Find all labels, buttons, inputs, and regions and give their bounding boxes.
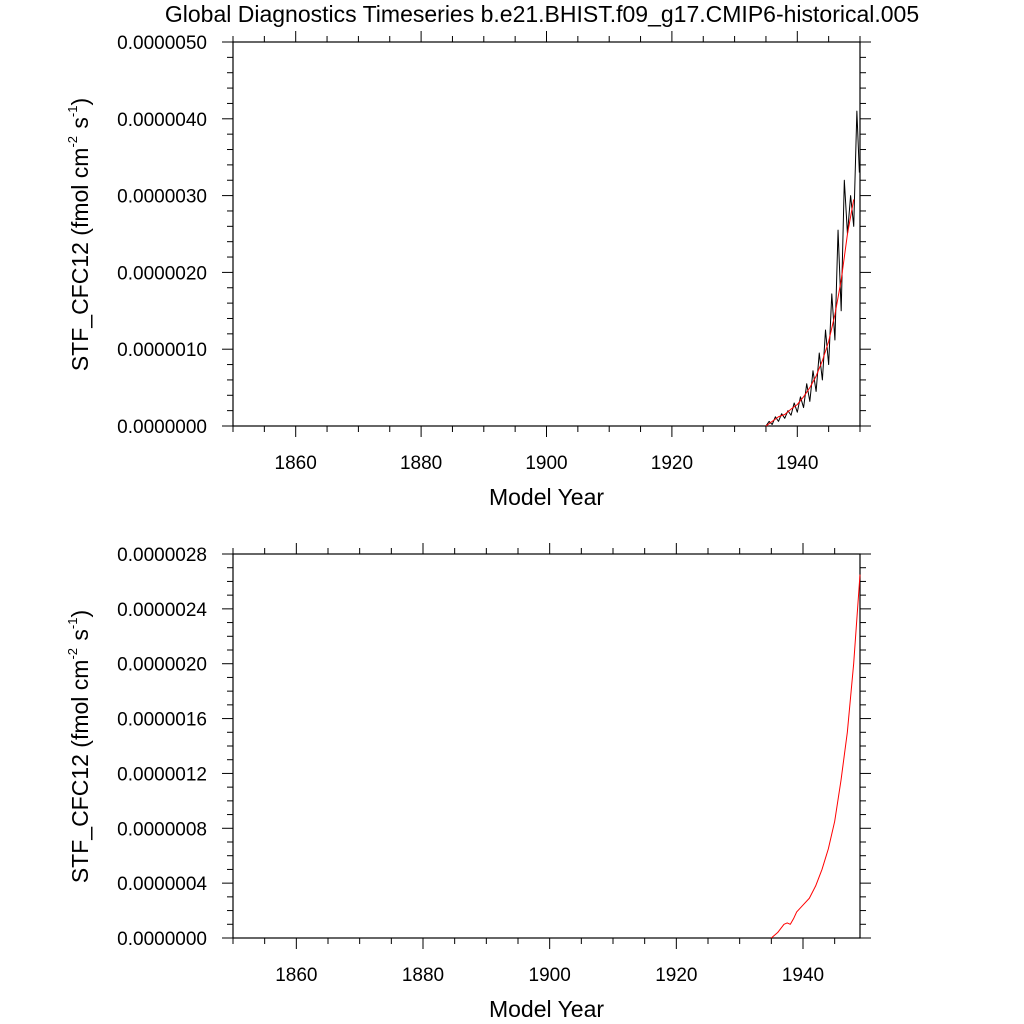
- y-tick-label: 0.0000000: [117, 417, 207, 438]
- y-tick-label: 0.0000000: [117, 929, 207, 950]
- plot-frame: [232, 553, 861, 939]
- y-tick-label: 0.0000016: [117, 710, 207, 731]
- y-tick-label: 0.0000050: [117, 33, 207, 54]
- plot-frame: [232, 41, 861, 427]
- x-tick-label: 1940: [782, 965, 824, 986]
- y-tick-label: 0.0000028: [117, 545, 207, 566]
- top-plot-y-axis-label: STF_CFC12 (fmol cm-2 s-1): [65, 97, 93, 371]
- y-tick-label: 0.0000030: [117, 187, 207, 208]
- y-tick-label: 0.0000004: [117, 874, 207, 895]
- y-tick-label: 0.0000024: [117, 600, 207, 621]
- y-tick-label: 0.0000012: [117, 764, 207, 785]
- y-tick-label: 0.0000010: [117, 340, 207, 361]
- annual-mean-series-line: [765, 199, 855, 427]
- x-tick-label: 1880: [402, 965, 444, 986]
- bottom-plot-y-axis-label: STF_CFC12 (fmol cm-2 s-1): [65, 609, 93, 883]
- x-tick-label: 1920: [651, 453, 693, 474]
- x-tick-label: 1880: [400, 453, 442, 474]
- bottom-plot-x-axis-label: Model Year: [488, 996, 605, 1022]
- x-tick-label: 1860: [275, 965, 317, 986]
- x-tick-label: 1860: [275, 453, 317, 474]
- y-tick-label: 0.0000040: [117, 110, 207, 131]
- bottom-plot: 0.0000000 0.0000004 0.0000008 0.0000012 0.00…: [117, 543, 871, 986]
- y-tick-label: 0.0000020: [117, 263, 207, 284]
- monthly-series-line: [765, 110, 860, 427]
- x-tick-label: 1900: [525, 453, 567, 474]
- top-plot: 0.0000000 0.0000010 0.0000020 0.0000030 0.00…: [117, 31, 871, 474]
- top-plot-x-axis-label: Model Year: [488, 484, 605, 510]
- y-tick-label: 0.0000008: [117, 819, 207, 840]
- figure-title: Global Diagnostics Timeseries b.e21.BHIS…: [164, 1, 920, 27]
- x-tick-label: 1920: [655, 965, 697, 986]
- x-tick-label: 1900: [529, 965, 571, 986]
- y-tick-label: 0.0000020: [117, 655, 207, 676]
- annual-mean-series-line: [771, 574, 861, 939]
- x-tick-label: 1940: [776, 453, 818, 474]
